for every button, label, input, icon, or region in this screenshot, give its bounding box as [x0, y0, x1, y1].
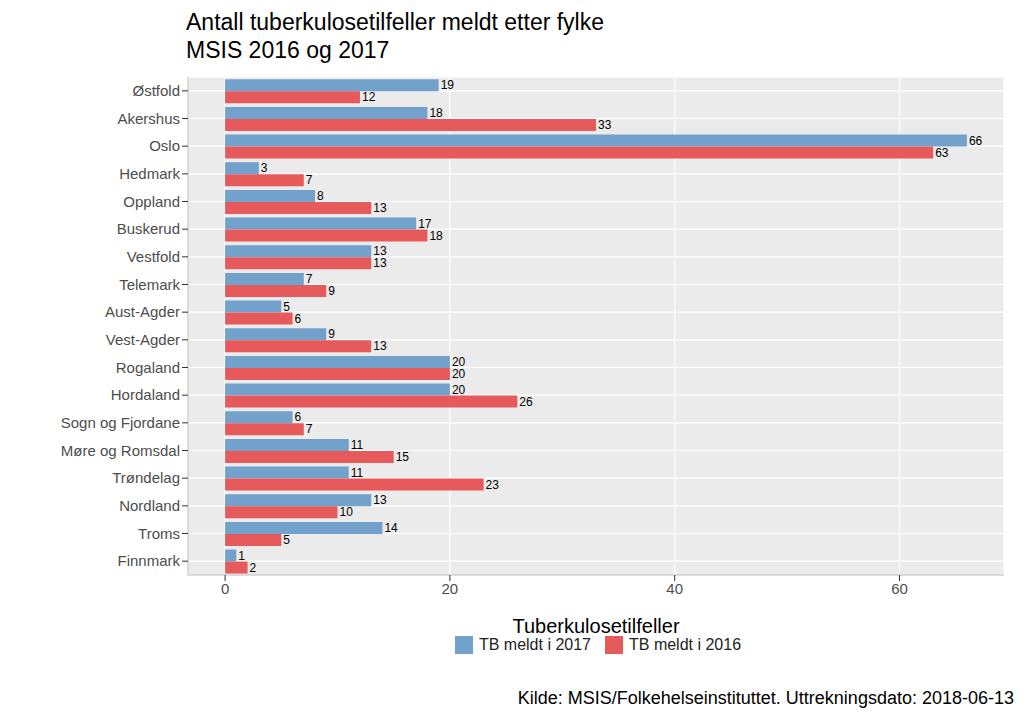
svg-text:23: 23: [486, 478, 500, 492]
svg-text:5: 5: [283, 533, 290, 547]
svg-text:2: 2: [250, 561, 257, 575]
svg-text:Buskerud: Buskerud: [117, 220, 180, 237]
svg-text:15: 15: [396, 450, 410, 464]
svg-text:8: 8: [317, 189, 324, 203]
svg-text:18: 18: [429, 106, 443, 120]
svg-text:Akershus: Akershus: [117, 110, 180, 127]
html-text:TB meldt i 2017: TB meldt i 2017: [478, 636, 591, 653]
svg-text:14: 14: [384, 521, 398, 535]
svg-text:9: 9: [328, 284, 335, 298]
svg-text:Sogn og Fjordane: Sogn og Fjordane: [61, 414, 180, 431]
svg-text:1: 1: [238, 549, 245, 563]
html-text:MSIS 2016 og 2017: MSIS 2016 og 2017: [186, 37, 390, 63]
svg-text:6: 6: [295, 410, 302, 424]
svg-text:10: 10: [339, 505, 353, 519]
svg-text:11: 11: [351, 438, 364, 452]
svg-text:20: 20: [452, 367, 466, 381]
svg-text:Vest-Agder: Vest-Agder: [106, 331, 180, 348]
svg-text:60: 60: [891, 580, 908, 597]
svg-text:Aust-Agder: Aust-Agder: [105, 303, 180, 320]
svg-text:5: 5: [283, 300, 290, 314]
svg-text:9: 9: [328, 327, 335, 341]
svg-text:Hordaland: Hordaland: [111, 386, 180, 403]
svg-text:Tuberkulosetilfeller: Tuberkulosetilfeller: [512, 615, 679, 637]
svg-text:12: 12: [362, 90, 376, 104]
svg-text:20: 20: [451, 355, 466, 370]
html-text:Kilde: MSIS/Folkehelseinstitut: Kilde: MSIS/Folkehelseinstituttet. Uttre…: [517, 688, 1014, 708]
html-text:TB meldt i 2016: TB meldt i 2016: [629, 636, 742, 653]
svg-text:Oppland: Oppland: [123, 193, 180, 210]
svg-text:Vestfold: Vestfold: [127, 248, 180, 265]
svg-text:7: 7: [306, 422, 313, 436]
svg-text:Møre og Romsdal: Møre og Romsdal: [61, 442, 180, 459]
svg-text:13: 13: [373, 244, 387, 259]
svg-text:Trøndelag: Trøndelag: [112, 469, 180, 486]
svg-text:7: 7: [306, 272, 313, 286]
svg-text:7: 7: [306, 173, 313, 187]
svg-text:26: 26: [519, 395, 533, 409]
svg-text:20: 20: [452, 383, 466, 397]
svg-text:13: 13: [373, 493, 387, 507]
svg-text:Hedmark: Hedmark: [119, 165, 180, 182]
svg-text:11: 11: [351, 466, 364, 480]
svg-text:Østfold: Østfold: [132, 82, 180, 99]
svg-text:18: 18: [429, 229, 443, 243]
svg-text:19: 19: [441, 78, 455, 92]
svg-text:13: 13: [373, 256, 387, 270]
svg-text:Nordland: Nordland: [119, 497, 180, 514]
svg-text:20: 20: [442, 580, 459, 597]
svg-text:Finnmark: Finnmark: [117, 552, 180, 569]
svg-text:40: 40: [666, 580, 683, 597]
svg-text:33: 33: [598, 118, 612, 132]
svg-text:Oslo: Oslo: [149, 137, 180, 154]
svg-text:3: 3: [261, 161, 268, 175]
svg-text:Telemark: Telemark: [119, 276, 180, 293]
svg-text:0: 0: [221, 580, 229, 597]
svg-text:Troms: Troms: [138, 525, 180, 542]
svg-text:13: 13: [373, 201, 387, 215]
svg-text:17: 17: [418, 216, 432, 231]
svg-text:Rogaland: Rogaland: [116, 359, 180, 376]
svg-text:63: 63: [935, 146, 949, 160]
html-text:Antall tuberkulosetilfeller me: Antall tuberkulosetilfeller meldt etter …: [186, 9, 604, 35]
svg-text:66: 66: [969, 134, 983, 148]
svg-text:13: 13: [373, 339, 387, 353]
svg-text:6: 6: [295, 312, 302, 326]
